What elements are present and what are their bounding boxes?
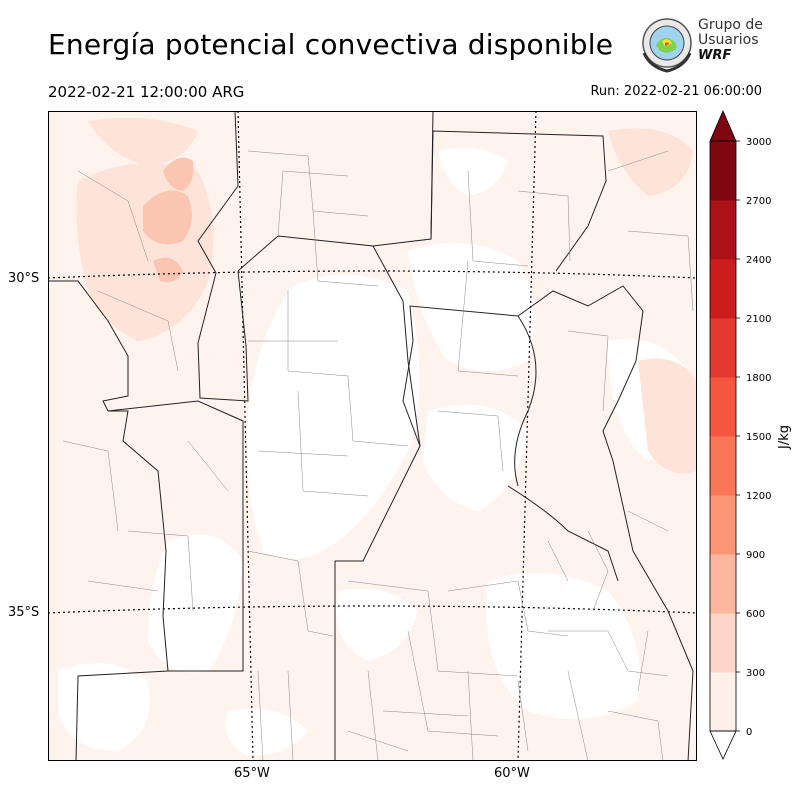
colorbar-tick-label: 2400 bbox=[746, 255, 771, 266]
colorbar-tick-label: 300 bbox=[746, 668, 765, 679]
colorbar-segments bbox=[709, 109, 737, 760]
cape-map bbox=[48, 111, 697, 761]
cape-shading-600-900 bbox=[143, 157, 194, 283]
colorbar-segment bbox=[710, 318, 736, 378]
colorbar-segment bbox=[710, 377, 736, 437]
lat-label-35s: 35°S bbox=[8, 605, 40, 620]
cape-clear-areas bbox=[58, 147, 688, 756]
lat-label-30s: 30°S bbox=[8, 271, 40, 286]
department-boundaries bbox=[62, 150, 694, 761]
lon-label-65w: 65°W bbox=[234, 766, 270, 781]
map-frame bbox=[48, 111, 697, 761]
graticule bbox=[48, 111, 697, 761]
logo-line1: Grupo de bbox=[698, 17, 763, 33]
colorbar-tick-label: 2700 bbox=[746, 196, 771, 207]
colorbar-segment bbox=[710, 200, 736, 260]
colorbar-tick-label: 2100 bbox=[746, 314, 771, 325]
colorbar-segment bbox=[710, 672, 736, 732]
colorbar-segment bbox=[710, 495, 736, 555]
colorbar-tick-label: 1800 bbox=[746, 373, 771, 384]
colorbar-label: J/kg bbox=[777, 425, 792, 450]
page-title: Energía potencial convectiva disponible bbox=[48, 28, 614, 61]
colorbar-segment bbox=[710, 259, 736, 319]
logo-text: Grupo de Usuarios WRF bbox=[698, 17, 763, 64]
run-time: Run: 2022-02-21 06:00:00 bbox=[590, 84, 762, 99]
lon-label-60w: 60°W bbox=[494, 766, 530, 781]
colorbar-segment bbox=[710, 554, 736, 614]
colorbar-extend-max bbox=[709, 109, 737, 142]
wrf-seal-icon bbox=[642, 18, 692, 73]
colorbar-tick-label: 1200 bbox=[746, 491, 771, 502]
logo-line2: Usuarios bbox=[698, 32, 759, 48]
colorbar: 0 300 600 900 1200 1500 1800 2100 2400 2700 3000 J… bbox=[709, 109, 792, 760]
colorbar-tick-label: 600 bbox=[746, 609, 765, 620]
colorbar-extend-min bbox=[709, 730, 737, 760]
colorbar-ticks: 0 300 600 900 1200 1500 1800 2100 2400 2700 3000 bbox=[736, 137, 771, 738]
colorbar-tick-label: 0 bbox=[746, 727, 752, 738]
colorbar-segment bbox=[710, 436, 736, 496]
colorbar-segment bbox=[710, 141, 736, 201]
valid-time: 2022-02-21 12:00:00 ARG bbox=[48, 83, 245, 101]
colorbar-tick-label: 3000 bbox=[746, 137, 771, 148]
province-boundaries bbox=[48, 111, 694, 761]
colorbar-segment bbox=[710, 613, 736, 673]
logo-wrf: WRF bbox=[698, 48, 732, 63]
colorbar-tick-label: 1500 bbox=[746, 432, 771, 443]
wrf-group-logo: Grupo de Usuarios WRF bbox=[638, 15, 763, 75]
colorbar-tick-label: 900 bbox=[746, 550, 765, 561]
